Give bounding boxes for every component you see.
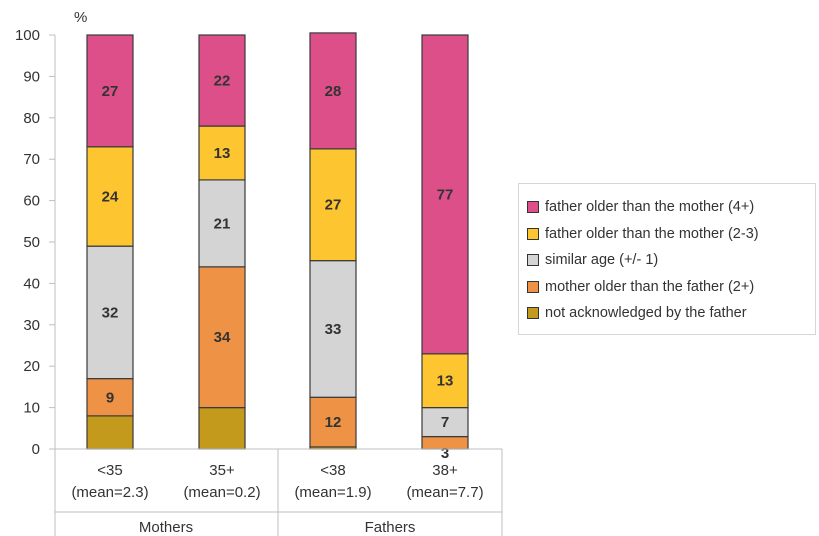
data-label: 9 (106, 389, 114, 406)
data-label: 13 (214, 145, 231, 162)
data-label: 33 (325, 321, 342, 338)
y-tick-label: 90 (23, 68, 40, 85)
bar-segment (421, 34, 469, 355)
x-category-label: 35+ (209, 462, 235, 479)
y-tick-label: 30 (23, 317, 40, 334)
bar-segment (309, 148, 357, 262)
legend-swatch (527, 254, 539, 267)
y-tick-label: 20 (23, 358, 40, 375)
bar-segment (86, 146, 134, 247)
data-label: 34 (214, 329, 231, 346)
bar-segment (309, 396, 357, 448)
data-label: 12 (325, 414, 342, 431)
y-tick-label: 60 (23, 193, 40, 210)
x-category-label: <35 (97, 462, 122, 479)
legend-label: similar age (+/- 1) (545, 252, 659, 269)
data-label: 22 (214, 73, 231, 90)
bar-segment (309, 32, 357, 150)
legend-item: father older than the mother (2-3) (527, 221, 807, 248)
x-category-label: <38 (320, 462, 345, 479)
x-axis: <35 (mean=2.3) 35+ (mean=0.2) <38 (mean=1.9) 3… (55, 448, 503, 536)
bars: 9 32 24 27 34 21 13 22 12 33 27 28 3 7 13 77 (86, 32, 469, 462)
legend-item: father older than the mother (4+) (527, 194, 807, 221)
data-label: 7 (441, 414, 449, 431)
bar-segment (198, 266, 246, 409)
legend-item: mother older than the father (2+) (527, 274, 807, 301)
x-category-sublabel: (mean=1.9) (294, 484, 371, 501)
x-category-label: 38+ (432, 462, 458, 479)
bar-segment (86, 245, 134, 380)
y-axis: 0 10 20 30 40 50 60 70 80 90 100 (15, 27, 56, 536)
legend-swatch (527, 280, 539, 293)
data-label: 28 (325, 83, 342, 100)
x-category-sublabel: (mean=7.7) (406, 484, 483, 501)
x-group-label: Fathers (365, 519, 416, 536)
y-tick-label: 80 (23, 110, 40, 127)
x-category-sublabel: (mean=0.2) (183, 484, 260, 501)
legend-swatch (527, 307, 539, 320)
bar-segment (198, 34, 246, 127)
y-axis-unit-label: % (74, 9, 87, 26)
x-category-sublabel: (mean=2.3) (71, 484, 148, 501)
bar-segment (421, 407, 469, 438)
legend-item: similar age (+/- 1) (527, 247, 807, 274)
data-label: 13 (437, 373, 454, 390)
y-tick-label: 50 (23, 234, 40, 251)
data-label: 21 (214, 215, 231, 232)
data-label: 32 (102, 304, 119, 321)
data-label: 27 (325, 197, 342, 214)
bar-segment (198, 179, 246, 268)
bar-segment (309, 260, 357, 398)
data-label: 24 (102, 188, 119, 205)
legend-label: mother older than the father (2+) (545, 278, 755, 295)
bar-segment (86, 34, 134, 148)
legend-label: father older than the mother (4+) (545, 199, 755, 216)
y-tick-label: 10 (23, 400, 40, 417)
bar-segment (86, 415, 134, 450)
legend-label: father older than the mother (2-3) (545, 225, 759, 242)
legend: father older than the mother (4+) father … (518, 183, 816, 335)
bar-segment (198, 125, 246, 181)
y-tick-label: 0 (32, 441, 40, 458)
bar-segment (198, 407, 246, 450)
legend-label: not acknowledged by the father (545, 305, 747, 322)
y-tick-label: 70 (23, 151, 40, 168)
data-label: 3 (441, 445, 449, 462)
data-label: 27 (102, 83, 119, 100)
data-label: 77 (437, 186, 454, 203)
legend-item: not acknowledged by the father (527, 300, 807, 327)
legend-swatch (527, 201, 539, 214)
legend-swatch (527, 227, 539, 240)
y-tick-label: 40 (23, 275, 40, 292)
x-group-label: Mothers (139, 519, 193, 536)
y-tick-label: 100 (15, 27, 40, 44)
